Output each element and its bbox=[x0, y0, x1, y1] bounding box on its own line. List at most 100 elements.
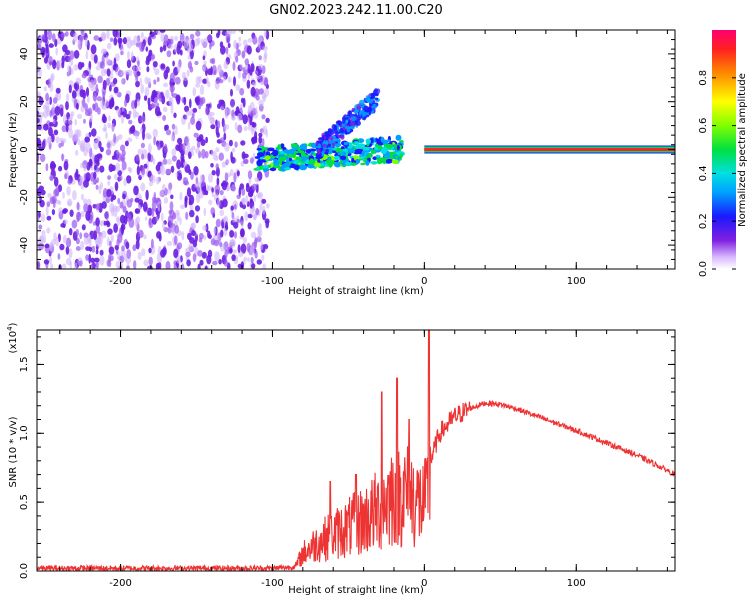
head-echo-blob bbox=[273, 160, 280, 167]
noise-blob bbox=[100, 31, 107, 41]
noise-blob bbox=[237, 71, 241, 79]
noise-blob bbox=[84, 103, 88, 112]
noise-blob bbox=[155, 215, 159, 222]
noise-blob bbox=[98, 233, 102, 245]
noise-blob bbox=[106, 58, 111, 65]
noise-blob bbox=[189, 43, 193, 52]
noise-blob bbox=[258, 132, 263, 138]
noise-blob bbox=[170, 86, 174, 97]
noise-blob bbox=[163, 69, 169, 80]
noise-blob bbox=[51, 209, 56, 216]
noise-blob bbox=[115, 162, 121, 173]
noise-blob bbox=[43, 56, 49, 64]
noise-blob bbox=[38, 211, 41, 218]
head-echo-blob bbox=[286, 154, 292, 158]
noise-blob bbox=[126, 59, 132, 69]
noise-blob bbox=[55, 136, 60, 144]
noise-blob bbox=[82, 97, 86, 108]
noise-blob bbox=[86, 142, 91, 153]
noise-blob bbox=[55, 47, 58, 56]
noise-blob bbox=[97, 107, 101, 115]
noise-blob bbox=[191, 145, 196, 151]
noise-blob bbox=[159, 30, 166, 33]
head-echo-blob bbox=[269, 167, 277, 172]
noise-blob bbox=[186, 259, 191, 267]
noise-blob bbox=[73, 50, 80, 59]
noise-blob bbox=[68, 228, 73, 236]
noise-blob bbox=[62, 234, 67, 244]
noise-blob bbox=[185, 110, 191, 116]
noise-blob bbox=[157, 143, 161, 151]
noise-blob bbox=[58, 142, 62, 149]
head-echo-blob bbox=[288, 148, 296, 155]
noise-blob bbox=[223, 228, 228, 237]
head-echo-blob bbox=[264, 155, 271, 161]
noise-blob bbox=[163, 82, 169, 88]
noise-blob bbox=[68, 248, 73, 259]
head-echo-blob bbox=[365, 160, 370, 166]
trail-blob bbox=[316, 148, 321, 155]
noise-blob bbox=[142, 201, 148, 212]
noise-blob bbox=[140, 142, 145, 149]
noise-blob bbox=[195, 76, 201, 85]
noise-blob bbox=[120, 70, 125, 77]
noise-blob bbox=[140, 83, 145, 94]
noise-blob bbox=[183, 149, 190, 156]
noise-blob bbox=[113, 208, 118, 218]
noise-blob bbox=[243, 256, 248, 262]
noise-blob bbox=[117, 197, 121, 205]
noise-blob bbox=[245, 195, 249, 205]
noise-blob bbox=[74, 119, 78, 126]
head-echo-blob bbox=[299, 143, 307, 150]
noise-blob bbox=[147, 152, 151, 162]
head-echo-blob bbox=[301, 156, 309, 161]
noise-blob bbox=[71, 219, 78, 229]
noise-blob bbox=[109, 37, 114, 43]
noise-blob bbox=[81, 72, 87, 79]
noise-blob bbox=[50, 263, 54, 269]
noise-blob bbox=[96, 177, 99, 184]
noise-blob bbox=[65, 246, 70, 255]
noise-blob bbox=[258, 88, 264, 95]
noise-blob bbox=[158, 233, 162, 242]
noise-blob bbox=[211, 170, 216, 176]
noise-blob bbox=[84, 136, 90, 143]
noise-blob bbox=[210, 124, 216, 130]
noise-blob bbox=[222, 75, 227, 82]
noise-blob bbox=[247, 257, 250, 263]
noise-blob bbox=[46, 136, 53, 144]
noise-blob bbox=[58, 207, 64, 214]
head-echo-blob bbox=[313, 162, 322, 168]
noise-blob bbox=[37, 42, 42, 50]
noise-blob bbox=[258, 55, 262, 61]
noise-blob bbox=[45, 163, 49, 172]
noise-blob bbox=[40, 213, 46, 223]
noise-blob bbox=[162, 106, 168, 113]
noise-blob bbox=[72, 190, 77, 201]
noise-blob bbox=[170, 165, 175, 173]
noise-blob bbox=[148, 180, 153, 187]
noise-blob bbox=[122, 205, 127, 213]
noise-blob bbox=[37, 152, 40, 163]
noise-blob bbox=[258, 63, 264, 70]
noise-blob bbox=[173, 112, 177, 119]
noise-blob bbox=[48, 175, 54, 181]
noise-blob bbox=[99, 146, 104, 153]
noise-blob bbox=[152, 128, 158, 138]
noise-blob bbox=[107, 180, 111, 186]
noise-blob bbox=[126, 212, 130, 219]
noise-blob bbox=[59, 243, 65, 251]
y-tick-label: -40 bbox=[19, 237, 30, 253]
head-echo-blob bbox=[381, 148, 387, 155]
noise-blob bbox=[141, 166, 146, 176]
trail-blob bbox=[316, 140, 323, 145]
noise-blob bbox=[203, 207, 207, 217]
noise-blob bbox=[124, 98, 128, 107]
noise-blob bbox=[223, 259, 229, 267]
noise-blob bbox=[179, 191, 183, 201]
head-echo-blob bbox=[395, 134, 402, 141]
noise-blob bbox=[95, 203, 101, 210]
noise-blob bbox=[49, 109, 53, 117]
noise-blob bbox=[93, 171, 97, 180]
noise-blob bbox=[46, 201, 51, 208]
